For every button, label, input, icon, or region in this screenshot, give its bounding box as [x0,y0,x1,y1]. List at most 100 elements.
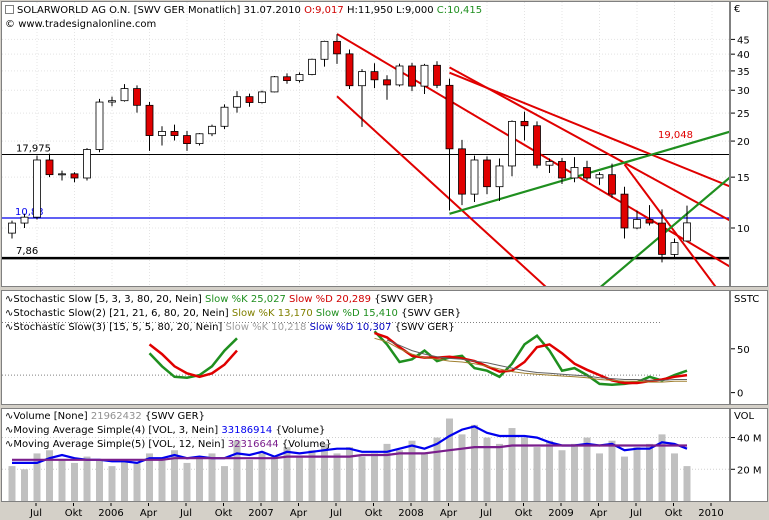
volume-bar [646,443,653,501]
candle-body [83,149,91,179]
volume-bar [658,434,666,501]
volume-bar [571,443,578,501]
time-tick-label: 2010 [698,508,723,519]
candle-body [120,88,129,102]
stoch1-prefix: Stochastic Slow [5, 3, 3, 80, 20, Nein] [13,294,202,305]
candle-body [270,76,279,93]
candle-body [508,120,516,167]
volume-bar [133,462,141,501]
volume-bar [521,437,528,501]
time-tick-label: 2008 [398,508,423,519]
volume-bar [183,462,191,501]
time-tick-label: Apr [140,508,158,519]
candle-body [683,222,691,242]
time-tick-label: Jul [29,508,42,519]
vol2-suffix: {Volume} [275,425,326,436]
volume-bar [371,453,378,501]
vol3-suffix: {Volume} [281,439,332,450]
stoch2-suffix: {SWV GER} [401,308,462,319]
candle-body [658,222,666,255]
candle-body [108,100,116,103]
stoch1-d: Slow %D 20,289 [289,294,372,305]
volume-bar [271,456,278,501]
volume-bar [171,450,178,501]
candle-body [8,222,16,234]
volume-bar [433,437,441,501]
candle-body [220,106,229,127]
candle-body [233,96,241,108]
stoch3-k: Slow %K 10,218 [225,322,307,333]
volume-bar [608,440,616,501]
stoch3-d: Slow %D 10,307 [309,322,392,333]
price-tick-label: 15 [737,173,750,184]
volume-bar [683,466,691,501]
vol-tick-label: 20 M [737,465,762,476]
vol1-prefix: Volume [None] [13,411,88,422]
volume-bar [583,437,591,501]
stoch3-prefix: Stochastic Slow(3) [15, 5, 5, 80, 20, Ne… [13,322,223,333]
volume-bar [633,447,641,501]
volume-chart [2,418,729,501]
price-scale: 10 15 20 25 30 35 40 45 € [730,1,768,287]
vol2-prefix: Moving Average Simple(4) [VOL, 3, Nein] [13,425,219,436]
high-label: H:11,950 [346,5,393,16]
website-label: © www.tradesignalonline.com [5,19,157,30]
volume-bar [483,437,491,501]
volume-bar [596,453,603,501]
volume-bar [221,466,228,501]
price-tick-label: 20 [737,137,750,148]
vol1-legend: ∿Volume [None] 21962432 {SWV GER} [5,411,205,423]
time-tick-label: Apr [440,508,458,519]
stoch2-prefix: Stochastic Slow(2) [21, 21, 6, 80, 20, N… [13,308,229,319]
trendline-red [449,71,729,188]
vol-scale-label: VOL [734,411,755,422]
stoch2-k: Slow %K 13,170 [231,308,313,319]
candle-body [95,101,104,150]
stoch1-wave-icon: ∿ [5,294,14,305]
volume-panel: ∿Volume [None] 21962432 {SWV GER} ∿Movin… [1,408,730,502]
volume-bar [96,459,103,501]
candle-body [345,53,354,87]
low-label: L:9,000 [396,5,434,16]
volume-scale-svg: 20 M 40 M [731,434,762,476]
time-tick-label: Okt [515,508,533,519]
stoch3-suffix: {SWV GER} [394,322,455,333]
volume-bar [321,443,328,501]
time-tick-label: Apr [290,508,308,519]
stoch1-legend: ∿Stochastic Slow [5, 3, 3, 80, 20, Nein]… [5,294,434,306]
volume-bar [421,453,428,501]
stoch1-suffix: {SWV GER} [374,294,435,305]
candle-body [495,165,504,188]
volume-bar [508,428,516,501]
time-tick-label: Jul [629,508,642,519]
stoch3-legend: ∿Stochastic Slow(3) [15, 5, 5, 80, 20, N… [5,322,455,334]
volume-bar [158,459,166,501]
candle-body [558,161,566,179]
level-label-mid: 10,83 [15,207,44,218]
time-tick-label: Okt [665,508,683,519]
stoch3-wave-icon: ∿ [5,322,14,333]
volume-bar [296,456,303,501]
time-tick-label: Okt [215,508,233,519]
volume-bar [458,434,466,501]
candle-body [570,167,579,179]
volume-bar [383,443,391,501]
candle-body [320,40,329,60]
collapse-icon[interactable] [5,5,14,14]
volume-bar [446,418,453,501]
price-scale-svg: 10 15 20 25 30 35 40 45 [731,35,750,235]
vol-tick-label: 40 M [737,434,762,445]
volume-bar [408,440,416,501]
candle-body [645,219,654,224]
time-tick-label: Okt [365,508,383,519]
volume-bar [333,453,341,501]
vol3-prefix: Moving Average Simple(5) [VOL, 12, Nein] [13,439,225,450]
volume-bar [308,450,316,501]
volume-bar [233,440,241,501]
volume-bar [621,456,628,501]
volume-bar [71,462,78,501]
volume-bar [8,466,16,501]
volume-bar [146,453,153,501]
volume-bar [246,459,253,501]
candle-body [133,88,141,106]
